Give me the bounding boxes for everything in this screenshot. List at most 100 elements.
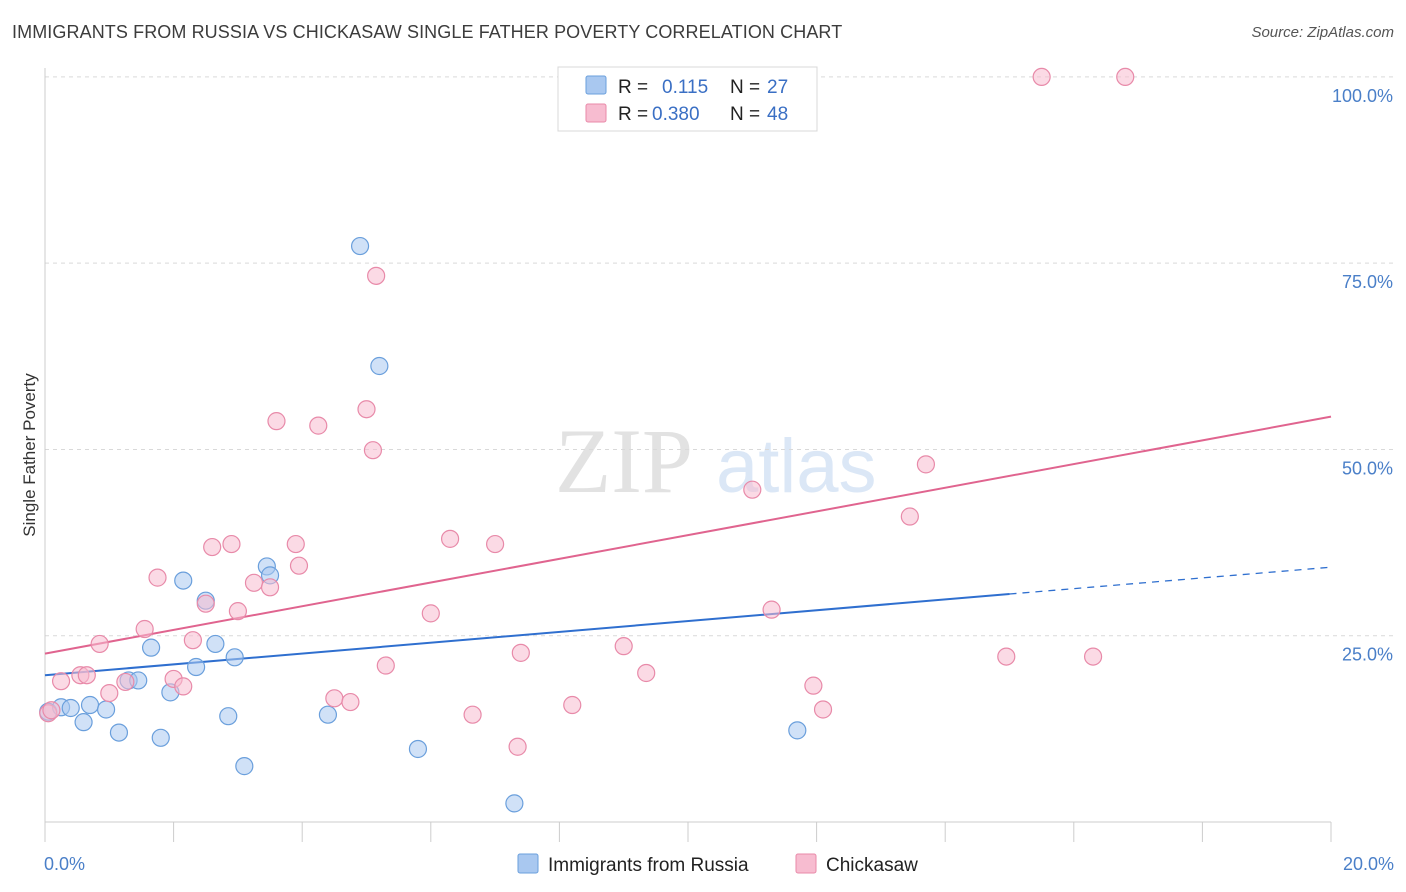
point-chickasaw-43 [997,647,1016,666]
trend-line-russia-extension [1009,566,1332,595]
point-russia-3 [74,713,93,732]
legend-swatch-russia [585,75,607,95]
point-russia-12 [174,571,193,590]
point-russia-13 [187,657,206,677]
bottom-legend-label-chickasaw: Chickasaw [826,855,918,876]
chart-title: IMMIGRANTS FROM RUSSIA VS CHICKASAW SING… [12,22,843,42]
point-chickasaw-25 [363,441,383,460]
data-points [39,67,1135,813]
axes [44,68,1332,842]
point-russia-17 [225,648,244,667]
point-chickasaw-6 [116,672,135,692]
bottom-legend-label-russia: Immigrants from Russia [548,855,749,876]
point-russia-22 [350,236,370,256]
y-tick-label-1: 50.0% [1342,458,1393,478]
point-chickasaw-24 [357,400,376,419]
point-chickasaw-27 [376,656,395,675]
point-chickasaw-18 [267,412,286,431]
point-russia-10 [151,728,170,747]
point-russia-15 [206,634,225,654]
point-chickasaw-35 [614,637,633,656]
legend-n-value-2: 48 [767,104,788,125]
watermark-atlas: atlas [716,424,877,509]
point-chickasaw-37 [743,480,762,499]
point-chickasaw-45 [1032,67,1051,87]
point-chickasaw-15 [228,602,247,621]
bottom-legend-swatch-russia [517,853,539,874]
point-chickasaw-28 [421,604,440,623]
legend-r-label-2: R = [618,104,648,125]
trend-lines [44,415,1332,677]
legend-swatch-chickasaw [585,103,607,123]
point-chickasaw-3 [77,666,96,685]
bottom-legend-swatch-chickasaw [795,853,817,874]
point-russia-26 [788,721,807,740]
legend-r-label-1: R = [618,77,648,98]
point-chickasaw-12 [196,594,215,613]
point-chickasaw-19 [286,534,305,554]
point-chickasaw-41 [900,507,919,526]
point-chickasaw-31 [486,534,505,554]
point-chickasaw-5 [100,683,119,703]
legend-r-value-1: 0.115 [662,77,708,98]
point-chickasaw-23 [341,692,360,712]
point-chickasaw-16 [244,573,264,592]
point-chickasaw-21 [309,416,328,435]
point-chickasaw-13 [203,537,222,557]
point-chickasaw-46 [1116,67,1135,87]
trend-line-russia [44,593,1010,677]
point-chickasaw-38 [762,600,781,619]
point-chickasaw-44 [1083,647,1103,666]
point-chickasaw-33 [511,643,530,662]
point-chickasaw-17 [260,578,280,597]
point-russia-9 [141,638,161,657]
point-chickasaw-39 [804,676,823,695]
point-russia-23 [370,356,389,376]
y-tick-label-3: 100.0% [1332,86,1393,106]
point-chickasaw-30 [463,705,482,724]
point-chickasaw-36 [637,663,656,683]
point-chickasaw-7 [135,619,154,639]
bottom-legend: Immigrants from Russia Chickasaw [517,853,918,876]
point-chickasaw-29 [440,529,460,548]
top-legend: R = 0.115 N = 27 R = 0.380 N = 48 [557,66,818,132]
source-credit: Source: ZipAtlas.com [1251,24,1394,41]
point-russia-2 [61,698,80,718]
point-chickasaw-4 [90,634,109,654]
point-chickasaw-10 [174,677,193,696]
point-russia-4 [80,695,100,715]
point-russia-16 [219,707,238,726]
legend-n-label-2: N = [730,104,760,125]
x-tick-label-max: 20.0% [1343,854,1394,874]
y-tick-label-0: 25.0% [1342,645,1393,665]
point-chickasaw-20 [289,556,309,575]
point-chickasaw-42 [916,455,936,474]
legend-r-value-2: 0.380 [652,104,700,125]
point-russia-5 [96,700,116,719]
point-chickasaw-40 [813,700,833,719]
point-chickasaw-11 [183,631,202,650]
trend-line-chickasaw [44,415,1332,655]
gridlines [45,76,1394,637]
point-russia-21 [318,705,338,724]
point-russia-6 [109,723,129,742]
y-tick-labels: 25.0% 50.0% 75.0% 100.0% [1332,86,1393,665]
point-russia-25 [505,794,524,813]
y-axis-label: Single Father Poverty [20,373,39,537]
point-chickasaw-1 [51,672,71,691]
point-chickasaw-34 [563,695,582,715]
y-tick-label-2: 75.0% [1342,272,1393,292]
point-russia-18 [235,757,254,776]
point-russia-24 [408,739,428,759]
point-chickasaw-47 [42,701,61,720]
legend-n-value-1: 27 [767,77,788,98]
point-chickasaw-8 [148,568,167,587]
x-tick-label-min: 0.0% [44,854,85,874]
legend-n-label-1: N = [730,77,760,98]
point-chickasaw-14 [222,534,241,554]
watermark-zip: ZIP [555,410,693,512]
point-chickasaw-32 [508,737,527,756]
point-chickasaw-26 [367,266,386,285]
point-chickasaw-22 [325,689,344,708]
